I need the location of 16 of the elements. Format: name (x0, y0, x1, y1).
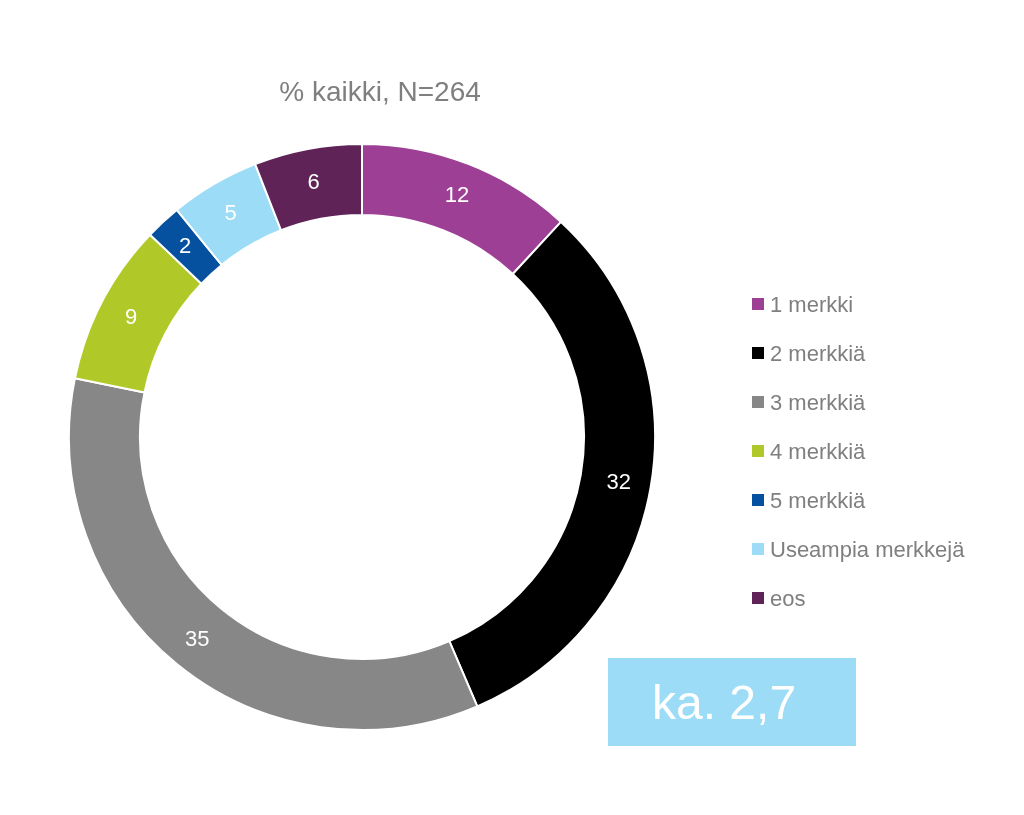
data-label: 2 (178, 233, 192, 259)
text: ka. 2,7 (652, 675, 797, 729)
data-label: 9 (125, 303, 138, 329)
chart-title: % kaikki, N=264 (279, 75, 481, 107)
legend-label: 3 merkkiä (770, 389, 867, 415)
data-label: 12 (444, 181, 470, 207)
legend-label: eos (770, 585, 806, 611)
legend-label: 5 merkkiä (770, 487, 867, 513)
legend-label: 1 merkki (770, 291, 854, 317)
data-label: 6 (307, 168, 320, 194)
legend-label: Useampia merkkejä (770, 536, 966, 562)
data-label: 5 (224, 199, 237, 225)
data-label: 32 (606, 468, 631, 494)
data-label: 35 (185, 626, 210, 652)
legend-label: 2 merkkiä (770, 340, 867, 366)
legend-label: 4 merkkiä (770, 438, 867, 464)
